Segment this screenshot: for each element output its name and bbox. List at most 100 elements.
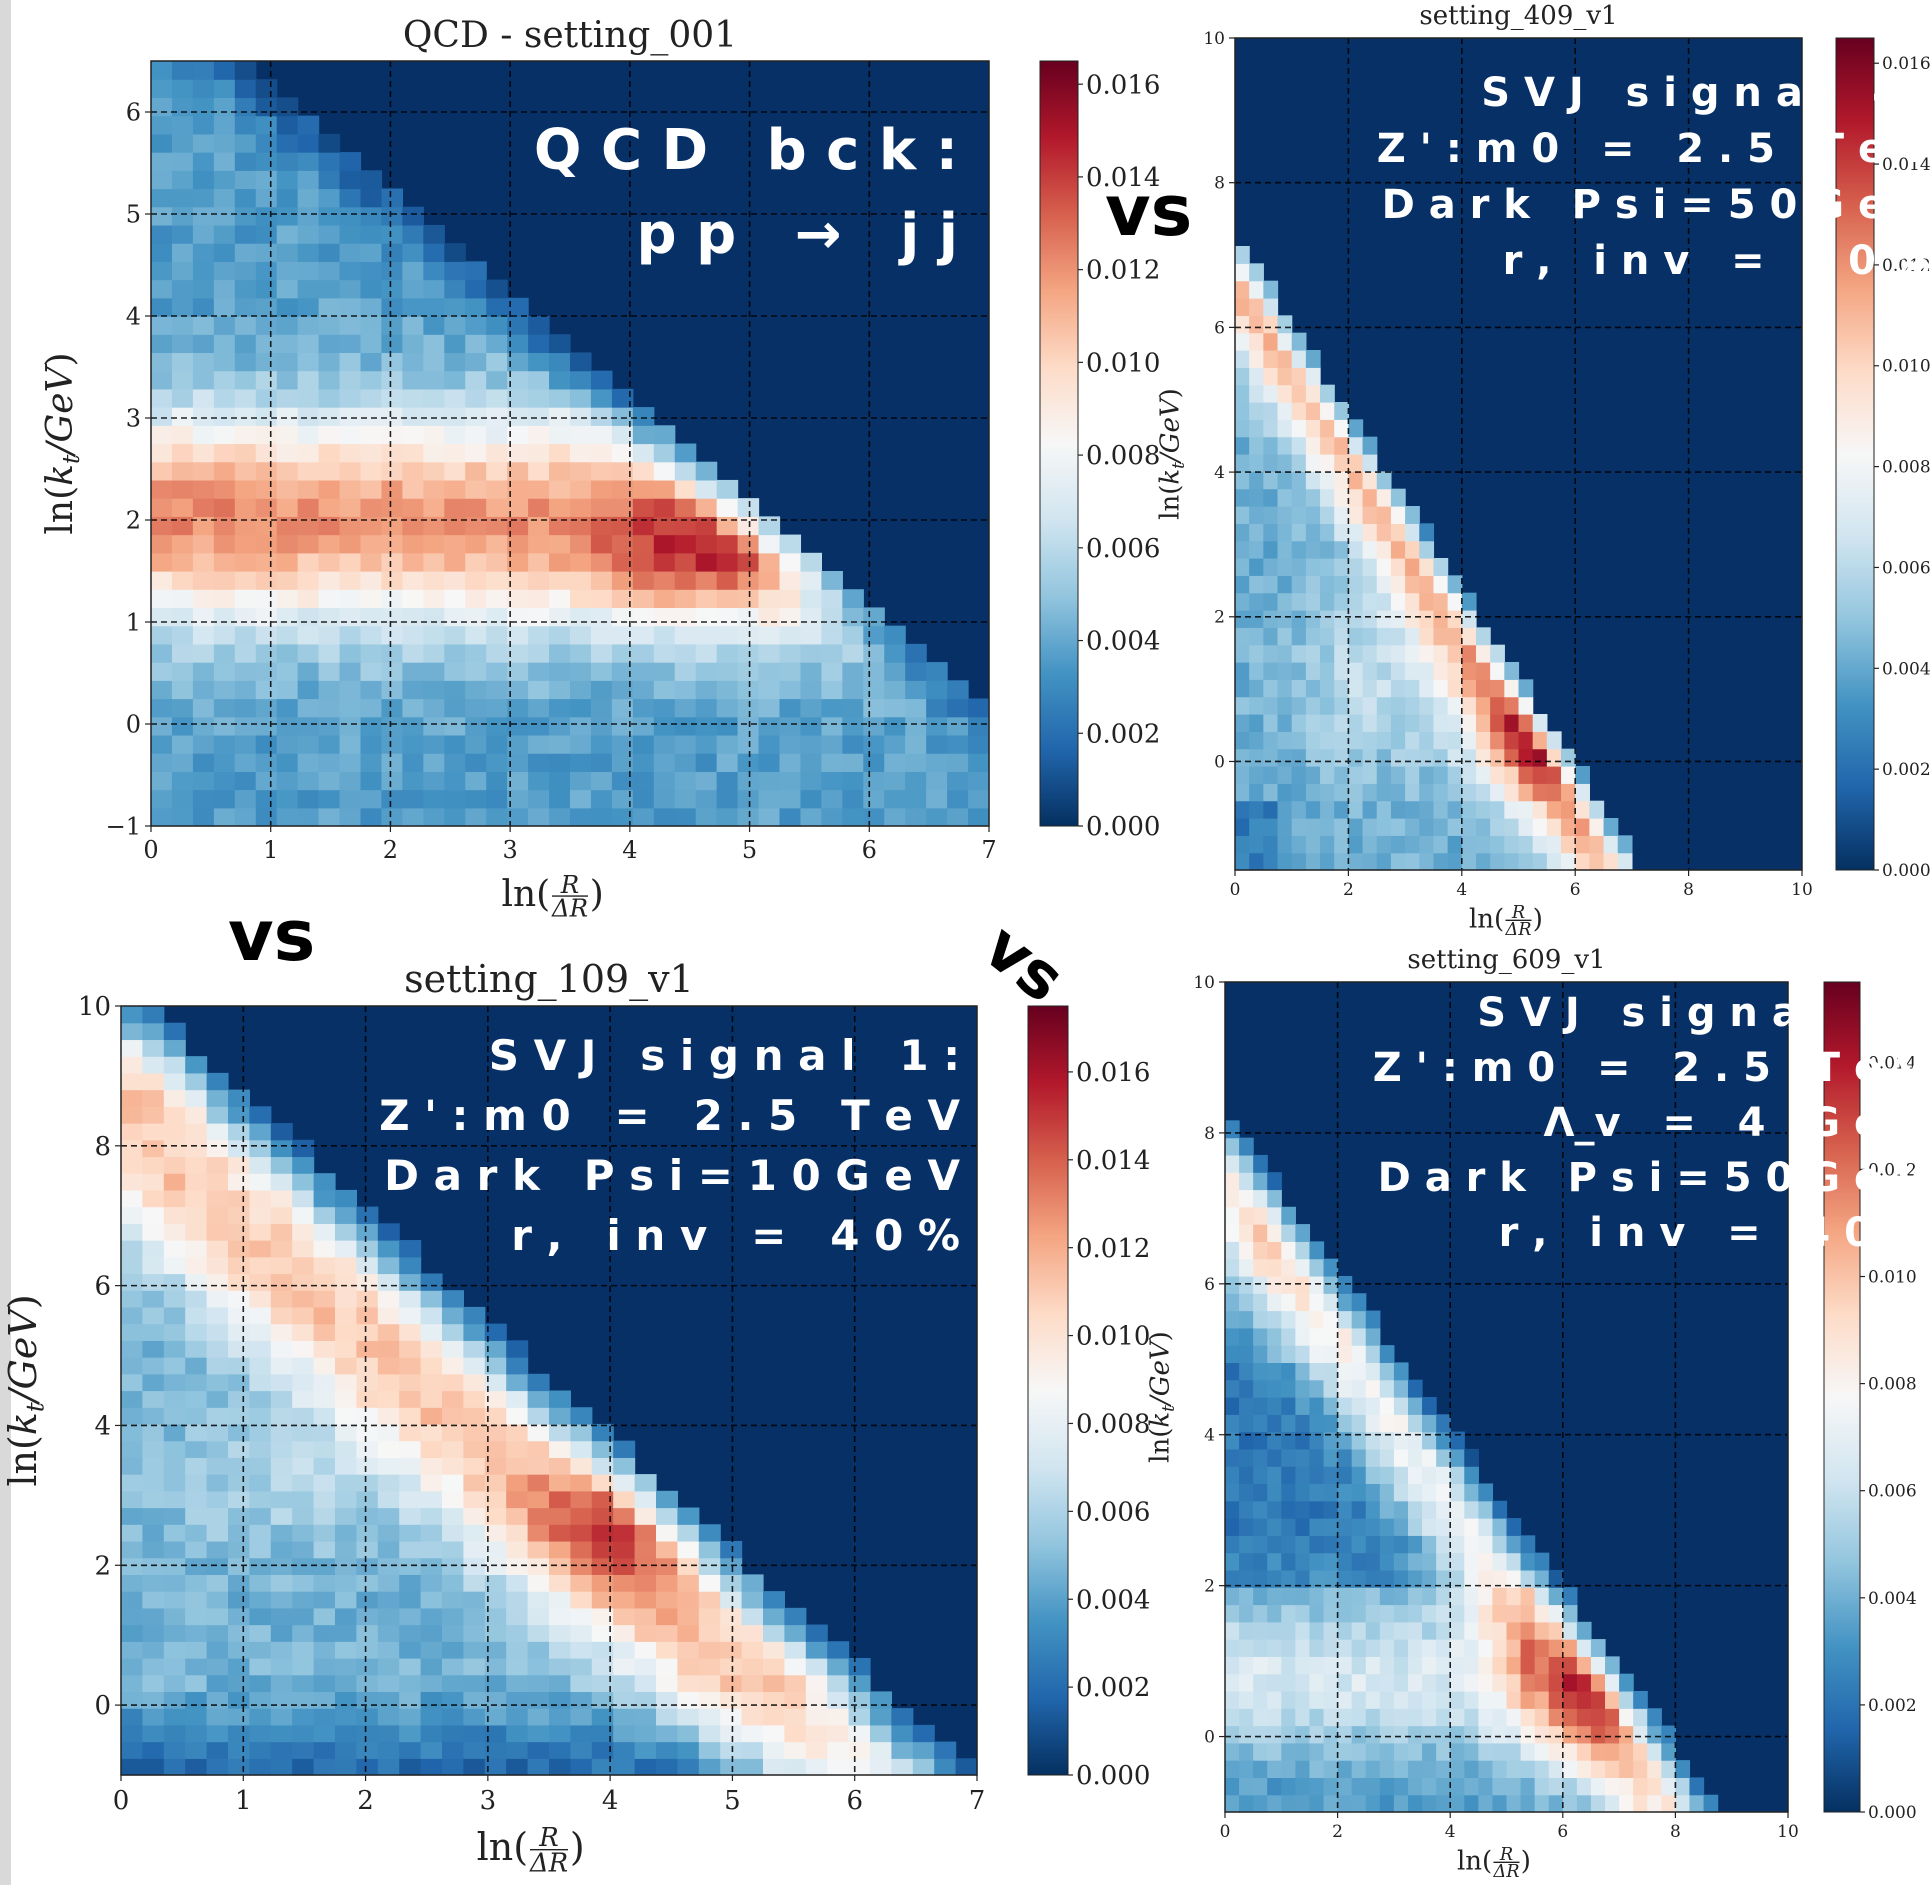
heatmap-cell bbox=[1235, 766, 1250, 784]
heatmap-cell bbox=[185, 1490, 208, 1509]
heatmap-cell bbox=[528, 334, 550, 354]
heatmap-cell bbox=[1365, 1621, 1381, 1640]
y-tick-label: 4 bbox=[126, 302, 141, 330]
colorbar-tick-label: 0.004 bbox=[1086, 627, 1160, 657]
heatmap-cell bbox=[163, 1223, 186, 1241]
heatmap-cell bbox=[1334, 454, 1350, 472]
heatmap-cell bbox=[270, 1306, 293, 1325]
heatmap-cell bbox=[1225, 1742, 1240, 1761]
heatmap-cell bbox=[171, 224, 194, 244]
heatmap-cell bbox=[171, 516, 194, 536]
heatmap-cell bbox=[1379, 1397, 1395, 1415]
heatmap-cell bbox=[1225, 1120, 1240, 1139]
heatmap-cell bbox=[192, 443, 215, 463]
heatmap-cell bbox=[360, 224, 383, 244]
heatmap-cell bbox=[484, 1407, 507, 1425]
heatmap-cell bbox=[185, 1373, 208, 1392]
heatmap-cell bbox=[423, 224, 445, 244]
annotation-line: D a r k P s i = 5 0 G e V bbox=[1381, 182, 1930, 228]
heatmap-cell bbox=[1281, 1690, 1296, 1709]
heatmap-cell bbox=[570, 1741, 593, 1759]
heatmap-cell bbox=[163, 1457, 186, 1475]
heatmap-cell bbox=[1225, 1604, 1240, 1623]
heatmap-cell bbox=[1490, 748, 1505, 767]
heatmap-cell bbox=[842, 789, 864, 809]
heatmap-cell bbox=[270, 1189, 293, 1208]
heatmap-cell bbox=[444, 443, 466, 463]
heatmap-cell bbox=[1351, 1518, 1367, 1536]
heatmap-cell bbox=[506, 1540, 529, 1559]
heatmap-cell bbox=[1390, 592, 1406, 611]
heatmap-cell bbox=[926, 680, 948, 700]
heatmap-cell bbox=[171, 534, 194, 554]
heatmap-cell bbox=[1253, 1500, 1268, 1519]
heatmap-cell bbox=[402, 388, 424, 408]
heatmap-cell bbox=[249, 1240, 272, 1258]
heatmap-cell bbox=[1225, 1414, 1240, 1433]
heatmap-cell bbox=[549, 589, 571, 609]
heatmap-cell bbox=[1263, 350, 1279, 368]
heatmap-cell bbox=[234, 61, 257, 80]
heatmap-cell bbox=[339, 388, 362, 408]
heatmap-cell bbox=[444, 279, 466, 299]
heatmap-cell bbox=[716, 680, 739, 700]
heatmap-cell bbox=[1419, 696, 1435, 715]
heatmap-cell bbox=[185, 1457, 208, 1475]
heatmap-cell bbox=[506, 1407, 529, 1425]
heatmap-cell bbox=[968, 716, 990, 736]
heatmap-cell bbox=[213, 334, 236, 354]
heatmap-cell bbox=[1464, 1466, 1479, 1485]
heatmap-cell bbox=[465, 571, 487, 590]
heatmap-cell bbox=[1277, 748, 1293, 767]
heatmap-cell bbox=[1305, 454, 1321, 472]
heatmap-cell bbox=[444, 753, 466, 772]
heatmap-cell bbox=[1447, 662, 1463, 680]
heatmap-cell bbox=[318, 461, 341, 481]
heatmap-cell bbox=[463, 1540, 486, 1559]
heatmap-cell bbox=[1295, 1535, 1311, 1554]
heatmap-cell bbox=[420, 1340, 443, 1358]
heatmap-cell bbox=[1506, 1760, 1522, 1779]
heatmap-cell bbox=[313, 1691, 336, 1709]
heatmap-cell bbox=[465, 279, 487, 299]
heatmap-cell bbox=[1281, 1725, 1296, 1744]
heatmap-cell bbox=[213, 680, 236, 700]
heatmap-cell bbox=[1249, 540, 1264, 559]
heatmap-cell bbox=[423, 261, 445, 281]
heatmap-cell bbox=[1534, 1690, 1550, 1709]
heatmap-cell bbox=[674, 771, 697, 791]
heatmap-cell bbox=[442, 1574, 464, 1592]
heatmap-cell bbox=[842, 771, 864, 791]
heatmap-cell bbox=[486, 516, 508, 536]
heatmap-cell bbox=[249, 1440, 272, 1458]
heatmap-cell bbox=[423, 662, 445, 681]
heatmap-cell bbox=[821, 771, 843, 791]
heatmap-cell bbox=[142, 1741, 165, 1759]
heatmap-cell bbox=[151, 534, 173, 554]
heatmap-cell bbox=[1337, 1777, 1353, 1796]
heatmap-cell bbox=[234, 407, 257, 426]
heatmap-cell bbox=[339, 534, 362, 554]
heatmap-cell bbox=[276, 188, 299, 208]
heatmap-cell bbox=[1661, 1760, 1676, 1779]
heatmap-cell bbox=[784, 1741, 807, 1759]
heatmap-cell bbox=[590, 425, 613, 445]
svg-text:): ) bbox=[590, 874, 604, 915]
heatmap-cell bbox=[1365, 1535, 1381, 1554]
heatmap-cell bbox=[1504, 818, 1520, 836]
heatmap-cell bbox=[185, 1256, 208, 1275]
heatmap-cell bbox=[313, 1657, 336, 1676]
heatmap-cell bbox=[720, 1607, 743, 1626]
heatmap-cell bbox=[1235, 800, 1250, 819]
heatmap-cell bbox=[570, 789, 592, 809]
heatmap-cell bbox=[613, 1674, 636, 1693]
heatmap-cell bbox=[1281, 1258, 1296, 1277]
heatmap-cell bbox=[1405, 731, 1420, 750]
heatmap-cell bbox=[1576, 1621, 1592, 1640]
heatmap-cell bbox=[255, 425, 278, 445]
heatmap-cell bbox=[1605, 1794, 1620, 1813]
heatmap-cell bbox=[1320, 783, 1335, 802]
heatmap-cell bbox=[360, 643, 383, 663]
heatmap-cell bbox=[1379, 1448, 1395, 1467]
heatmap-cell bbox=[163, 1273, 186, 1291]
